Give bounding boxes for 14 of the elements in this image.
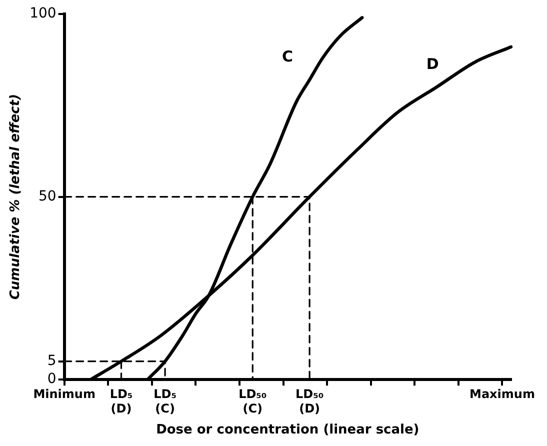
y-tick-label: 100 <box>30 6 56 22</box>
x-tick-label: LD₅ (D) <box>110 386 133 416</box>
series-label: D <box>426 55 439 74</box>
x-tick-label: Minimum <box>33 386 96 401</box>
y-tick-label: 5 <box>47 352 56 369</box>
y-tick-label: 0 <box>47 371 56 388</box>
x-tick-label: LD₅₀ (C) <box>238 386 267 416</box>
y-tick-label: 50 <box>38 188 56 204</box>
series-label: C <box>282 48 294 66</box>
x-tick-label: LD₅₀ (D) <box>295 386 324 416</box>
x-axis-title: Dose or concentration (linear scale) <box>156 422 420 438</box>
y-axis-title: Cumulative % (lethal effect) <box>8 94 24 300</box>
x-tick-label: LD₅ (C) <box>154 386 176 416</box>
x-tick-label: Maximum <box>470 386 535 401</box>
